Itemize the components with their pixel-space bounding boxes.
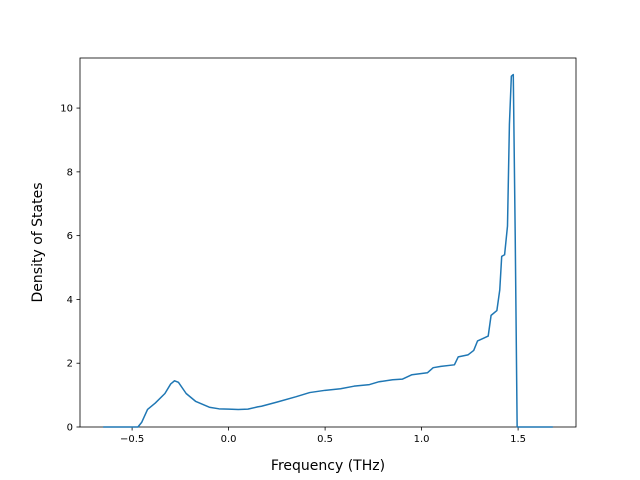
x-tick-label: 0.0 [221, 434, 237, 445]
y-tick-label: 6 [67, 231, 73, 242]
dos-line [103, 73, 553, 428]
x-tick-label: 1.5 [510, 434, 526, 445]
y-tick-label: 0 [67, 423, 73, 434]
y-tick-label: 2 [67, 359, 73, 370]
x-tick-label: 0.5 [317, 434, 333, 445]
x-tick-label: 1.0 [414, 434, 430, 445]
x-tick-label: −0.5 [120, 434, 144, 445]
y-axis-label: Density of States [30, 183, 46, 303]
y-tick-label: 8 [67, 167, 73, 178]
y-tick-label: 4 [67, 295, 73, 306]
x-axis-label: Frequency (THz) [271, 458, 385, 474]
y-tick-label: 10 [60, 104, 73, 115]
plot-frame [79, 57, 577, 428]
